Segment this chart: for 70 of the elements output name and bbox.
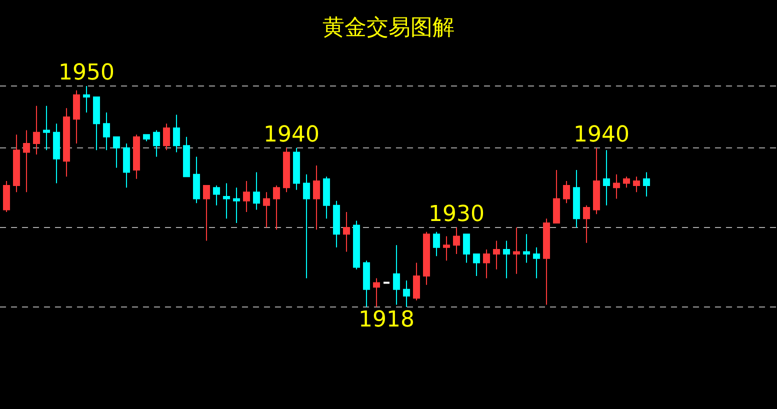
candlestick <box>503 240 510 279</box>
candlestick <box>353 220 360 270</box>
candlestick <box>283 147 290 193</box>
candlestick <box>413 262 420 301</box>
candlestick <box>23 130 30 193</box>
candlestick <box>623 176 630 188</box>
candlestick <box>93 96 100 151</box>
candlestick <box>3 180 10 212</box>
candlestick <box>563 180 570 204</box>
candlestick <box>573 169 580 228</box>
candlestick <box>53 123 60 184</box>
candlestick <box>603 150 610 206</box>
candlestick <box>193 156 200 204</box>
candlestick <box>263 192 270 228</box>
candlestick <box>373 278 380 308</box>
annotation: 1940 <box>574 122 630 148</box>
candlestick <box>473 253 480 277</box>
candlestick <box>43 105 50 151</box>
candlestick <box>133 134 140 180</box>
candlestick <box>403 280 410 308</box>
candlestick <box>123 142 130 188</box>
candlestick <box>343 211 350 252</box>
candlestick <box>203 184 210 242</box>
candlestick <box>333 200 340 248</box>
candlestick <box>243 180 250 212</box>
candlestick <box>363 260 370 308</box>
candlestick <box>33 105 40 156</box>
candlestick <box>233 187 240 224</box>
candlestick <box>643 172 650 197</box>
candlestick <box>323 176 330 220</box>
candlestick <box>583 204 590 244</box>
candlestick <box>223 182 230 220</box>
annotation: 1950 <box>58 60 114 86</box>
candlestick <box>633 176 640 193</box>
candlestick <box>553 169 560 224</box>
candlestick <box>543 218 550 306</box>
candlestick <box>63 108 70 178</box>
candlestick <box>463 234 470 264</box>
candlestick <box>483 249 490 279</box>
candlestick <box>213 184 220 206</box>
candlestick <box>593 147 600 215</box>
candlestick <box>143 134 150 142</box>
candlestick <box>313 165 320 230</box>
candlestick <box>293 147 300 190</box>
candlestick <box>153 130 160 158</box>
annotation: 1940 <box>264 122 320 148</box>
candlestick <box>493 240 500 270</box>
candlestick <box>73 90 80 144</box>
candlestick <box>113 136 120 168</box>
candlestick <box>13 134 20 193</box>
candlestick <box>163 123 170 151</box>
candlestick <box>173 114 180 153</box>
candlestick <box>393 244 400 306</box>
candlestick <box>253 172 260 210</box>
candlestick <box>423 231 430 286</box>
candlestick <box>613 174 620 200</box>
annotation: 1918 <box>358 308 414 332</box>
candlestick <box>523 234 530 264</box>
candlestick <box>103 112 110 151</box>
candlestick <box>303 174 310 279</box>
candlestick <box>453 226 460 254</box>
candlestick <box>83 86 90 114</box>
chart-title: 黄金交易图解 <box>322 16 454 40</box>
candlestick <box>433 231 440 257</box>
candlestick <box>183 136 190 178</box>
candlestick <box>533 246 540 279</box>
candlestick <box>443 236 450 262</box>
annotation: 1930 <box>428 202 484 227</box>
candlestick <box>513 226 520 274</box>
candlestick <box>273 184 280 230</box>
